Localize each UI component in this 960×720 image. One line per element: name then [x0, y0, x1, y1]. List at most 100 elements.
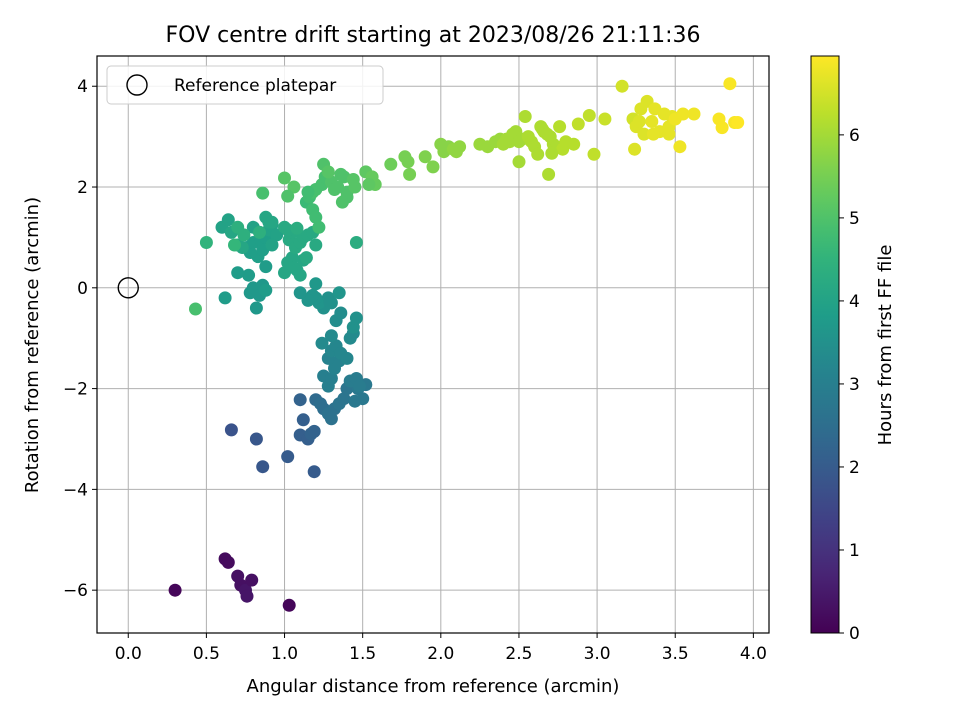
data-point — [349, 236, 363, 249]
y-tick-label: −4 — [63, 480, 88, 500]
data-point — [531, 147, 545, 161]
data-point — [259, 260, 273, 274]
data-point — [221, 213, 235, 227]
x-tick-label: 2.0 — [427, 644, 454, 664]
data-point — [403, 167, 417, 181]
colorbar-tick-label: 6 — [849, 126, 860, 146]
data-point — [332, 286, 346, 300]
y-axis-ticks: −6 −4 −2 0 2 4 — [63, 77, 97, 601]
data-point — [189, 302, 202, 316]
data-point — [309, 210, 323, 224]
data-point — [335, 195, 349, 209]
data-point — [646, 127, 660, 141]
data-point — [731, 116, 745, 129]
y-tick-label: 4 — [77, 77, 88, 97]
data-point — [245, 573, 259, 587]
data-point — [337, 392, 351, 406]
data-point — [299, 251, 313, 265]
data-point — [228, 238, 241, 252]
data-point — [426, 160, 440, 174]
legend-marker-open-circle-icon — [126, 74, 148, 96]
data-point — [384, 157, 398, 171]
data-point — [632, 115, 646, 128]
data-point — [553, 120, 567, 134]
data-point — [582, 109, 596, 122]
data-point — [628, 142, 642, 156]
x-tick-label: 0.0 — [115, 644, 142, 664]
data-point — [307, 465, 321, 479]
data-point — [673, 140, 687, 154]
data-point — [249, 432, 263, 446]
data-point — [676, 107, 690, 121]
legend-box — [106, 65, 384, 105]
data-point — [545, 146, 559, 160]
data-points — [117, 77, 745, 612]
data-point — [287, 180, 301, 194]
data-point — [340, 351, 354, 365]
colorbar-tick-label: 2 — [849, 458, 860, 478]
data-point — [307, 424, 321, 438]
x-axis-label: Angular distance from reference (arcmin) — [247, 676, 620, 697]
data-point — [309, 277, 323, 291]
data-point — [615, 79, 629, 93]
reference-platepar-marker — [117, 277, 139, 299]
data-point — [349, 311, 363, 325]
x-tick-label: 0.5 — [193, 644, 220, 664]
data-point — [265, 238, 279, 252]
data-point — [224, 423, 238, 437]
data-point — [293, 393, 307, 407]
data-point — [301, 185, 315, 199]
data-point — [356, 392, 370, 406]
data-point — [542, 167, 556, 181]
data-point — [312, 220, 326, 234]
data-point — [218, 291, 232, 305]
x-tick-label: 3.5 — [662, 644, 689, 664]
data-point — [418, 150, 432, 164]
legend-label: Reference platepar — [174, 76, 336, 96]
y-axis-label: Rotation from reference (arcmin) — [22, 197, 43, 493]
grid-lines — [97, 56, 769, 633]
data-point — [253, 225, 266, 239]
y-tick-label: 0 — [77, 279, 88, 299]
data-point — [293, 286, 307, 300]
data-point — [324, 412, 338, 426]
data-point — [309, 238, 323, 252]
data-point — [315, 336, 329, 350]
data-point — [240, 589, 254, 603]
data-point — [587, 147, 601, 161]
colorbar-frame — [810, 55, 840, 634]
data-point — [256, 186, 270, 200]
data-point — [598, 112, 612, 126]
data-point — [453, 140, 467, 154]
data-point — [346, 173, 360, 186]
x-tick-label: 1.5 — [349, 644, 376, 664]
x-tick-label: 1.0 — [271, 644, 298, 664]
data-point — [687, 107, 701, 121]
data-point — [237, 228, 251, 242]
data-point — [282, 598, 296, 612]
data-point — [401, 155, 415, 169]
data-point — [715, 121, 729, 135]
colorbar — [811, 56, 839, 633]
data-point — [662, 127, 676, 141]
data-point — [323, 295, 337, 309]
colorbar-ticks: 0 1 2 3 4 5 6 — [839, 126, 860, 644]
data-point — [723, 77, 737, 91]
y-tick-label: 2 — [77, 178, 88, 198]
data-point — [293, 268, 307, 282]
y-tick-label: −6 — [63, 581, 88, 601]
data-point — [256, 460, 270, 474]
data-point — [296, 413, 310, 427]
legend: Reference platepar — [106, 65, 384, 105]
data-point — [249, 301, 263, 315]
data-point — [571, 117, 585, 131]
colorbar-tick-label: 4 — [849, 292, 860, 312]
x-axis-ticks: 0.0 0.5 1.0 1.5 2.0 2.5 3.0 3.5 4.0 — [115, 633, 767, 664]
data-point — [242, 268, 256, 282]
data-point — [353, 379, 366, 393]
data-point — [518, 110, 532, 123]
data-point — [637, 127, 651, 141]
data-point — [645, 115, 659, 128]
y-tick-label: −2 — [63, 380, 88, 400]
